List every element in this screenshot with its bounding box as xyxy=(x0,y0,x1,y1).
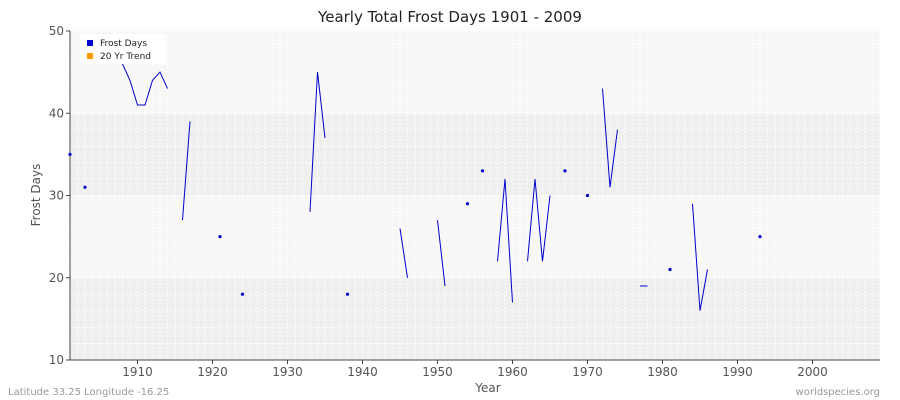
legend-label-frost-days: Frost Days xyxy=(100,39,147,49)
y-tick-label: 10 xyxy=(49,353,64,367)
x-tick-label: 1930 xyxy=(272,365,303,379)
legend-swatch-frost-days xyxy=(87,40,93,46)
data-point xyxy=(240,292,245,296)
series-line-segment xyxy=(182,121,191,221)
data-point xyxy=(758,235,762,239)
data-point xyxy=(83,185,87,189)
legend-box xyxy=(80,34,166,64)
legend-swatch-trend xyxy=(87,53,93,59)
tick-labels: 10 20 30 40 50 1910 1920 1930 1940 1950 1960 1970 19… xyxy=(49,24,828,379)
series-line-segment xyxy=(437,220,446,287)
series-frost-days xyxy=(68,63,762,311)
x-tick-label: 1960 xyxy=(497,365,528,379)
grid-lines xyxy=(69,30,881,361)
series-line-segment xyxy=(692,203,708,311)
x-tick-label: 1980 xyxy=(647,365,678,379)
x-tick-label: 2000 xyxy=(797,365,828,379)
data-point xyxy=(68,152,72,156)
y-tick-label: 30 xyxy=(49,189,64,203)
y-tick-label: 50 xyxy=(49,24,64,38)
y-tick-label: 20 xyxy=(49,271,64,285)
data-point xyxy=(345,292,350,296)
x-tick-label: 1970 xyxy=(572,365,603,379)
data-point xyxy=(585,193,590,198)
data-point xyxy=(218,235,222,239)
series-line-segment xyxy=(399,228,408,278)
x-tick-label: 1940 xyxy=(347,365,378,379)
x-tick-label: 1920 xyxy=(197,365,228,379)
x-tick-label: 1990 xyxy=(722,365,753,379)
x-tick-label: 1910 xyxy=(122,365,153,379)
series-line-segment xyxy=(602,88,618,188)
y-axis-label: Frost Days xyxy=(29,164,43,227)
legend-label-trend: 20 Yr Trend xyxy=(100,52,151,62)
data-point xyxy=(668,267,672,272)
data-point xyxy=(480,169,485,173)
series-line-segment xyxy=(527,178,551,262)
footer-source: worldspecies.org xyxy=(796,387,880,398)
chart-title: Yearly Total Frost Days 1901 - 2009 xyxy=(317,8,582,26)
plot-band xyxy=(70,113,880,196)
footer-coordinates: Latitude 33.25 Longitude -16.25 xyxy=(8,387,169,398)
series-line-segment xyxy=(309,72,326,212)
legend: Frost Days 20 Yr Trend xyxy=(80,34,166,64)
x-axis-label: Year xyxy=(474,381,500,395)
series-line-segment xyxy=(122,63,168,106)
data-point xyxy=(465,202,470,206)
x-tick-label: 1950 xyxy=(422,365,453,379)
series-line-segment xyxy=(497,178,513,303)
y-tick-label: 40 xyxy=(49,106,64,120)
data-point xyxy=(563,169,567,173)
